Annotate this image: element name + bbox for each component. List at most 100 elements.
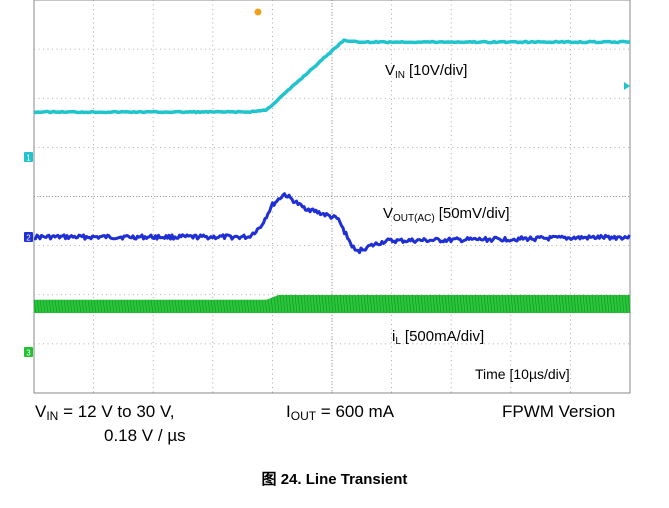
il-ripple-line bbox=[225, 299, 229, 314]
il-ripple-line bbox=[285, 294, 289, 314]
il-ripple-line bbox=[474, 294, 478, 314]
il-ripple-line bbox=[303, 294, 307, 314]
il-ripple-line bbox=[354, 294, 358, 314]
il-ripple-line bbox=[570, 294, 574, 314]
il-ripple-line bbox=[300, 294, 304, 314]
il-label-sub: L bbox=[395, 336, 401, 347]
il-ripple-line bbox=[384, 294, 388, 314]
vin-label-main: V bbox=[385, 62, 395, 79]
vin-caption-sub: IN bbox=[46, 409, 59, 423]
il-ripple-line bbox=[216, 299, 220, 314]
il-ripple-line bbox=[252, 299, 256, 314]
il-ripple-line bbox=[171, 299, 175, 314]
il-ripple-line bbox=[594, 294, 598, 314]
il-ripple-line bbox=[495, 294, 499, 314]
channel-1-marker: 1 bbox=[24, 152, 33, 163]
il-ripple-line bbox=[267, 299, 271, 314]
il-ripple-line bbox=[276, 295, 280, 314]
il-ripple-line bbox=[552, 294, 556, 314]
il-ripple-line bbox=[219, 299, 223, 314]
il-ripple-line bbox=[177, 299, 181, 314]
il-ripple-line bbox=[294, 294, 298, 314]
il-ripple-line bbox=[138, 299, 142, 314]
il-ripple-line bbox=[393, 294, 397, 314]
il-ripple-line bbox=[612, 294, 616, 314]
il-ripple-line bbox=[126, 299, 130, 314]
il-ripple-line bbox=[444, 294, 448, 314]
il-ripple-line bbox=[615, 294, 619, 314]
il-ripple-line bbox=[246, 299, 250, 314]
il-ripple-line bbox=[603, 294, 607, 314]
il-ripple-line bbox=[78, 299, 82, 314]
il-ripple-line bbox=[423, 294, 427, 314]
il-ripple-line bbox=[84, 299, 88, 314]
channel-2-marker-text: 2 bbox=[26, 234, 31, 243]
il-ripple-line bbox=[468, 294, 472, 314]
il-ripple-line bbox=[405, 294, 409, 314]
il-ripple-line bbox=[48, 299, 52, 314]
iout-caption-main: I bbox=[286, 402, 291, 421]
il-ripple-line bbox=[459, 294, 463, 314]
il-ripple-line bbox=[519, 294, 523, 314]
il-ripple-line bbox=[606, 294, 610, 314]
il-ripple-line bbox=[201, 299, 205, 314]
il-ripple-line bbox=[273, 296, 277, 314]
il-ripple-line bbox=[249, 299, 253, 314]
il-ripple-line bbox=[36, 299, 40, 314]
il-ripple-line bbox=[120, 299, 124, 314]
il-ripple-line bbox=[108, 299, 112, 314]
il-ripple-line bbox=[234, 299, 238, 314]
vin-trace-label: VIN [10V/div] bbox=[385, 62, 467, 81]
il-ripple-line bbox=[543, 294, 547, 314]
vin-condition-caption: VIN = 12 V to 30 V, bbox=[35, 402, 174, 422]
il-ripple-line bbox=[237, 299, 241, 314]
il-ripple-line bbox=[483, 294, 487, 314]
il-ripple-line bbox=[486, 294, 490, 314]
il-ripple-line bbox=[624, 294, 628, 314]
il-ripple-line bbox=[489, 294, 493, 314]
il-ripple-line bbox=[54, 299, 58, 314]
il-ripple-line bbox=[204, 299, 208, 314]
il-ripple-line bbox=[69, 299, 73, 314]
trigger-position-marker bbox=[254, 8, 262, 16]
il-ripple-line bbox=[501, 294, 505, 314]
il-ripple-line bbox=[345, 294, 349, 314]
oscilloscope-plot: 123 VIN [10V/div] VOUT(AC) [50mV/div] iL [5… bbox=[24, 0, 631, 394]
il-ripple-line bbox=[327, 294, 331, 314]
il-ripple-line bbox=[396, 294, 400, 314]
il-ripple-line bbox=[585, 294, 589, 314]
il-ripple-line bbox=[144, 299, 148, 314]
il-label-scale: [500mA/div] bbox=[405, 328, 484, 345]
il-ripple-line bbox=[168, 299, 172, 314]
il-ripple-line bbox=[60, 299, 64, 314]
il-ripple-line bbox=[96, 299, 100, 314]
il-ripple-line bbox=[375, 294, 379, 314]
il-ripple-line bbox=[504, 294, 508, 314]
il-ripple-line bbox=[198, 299, 202, 314]
il-ripple-line bbox=[81, 299, 85, 314]
il-ripple-line bbox=[111, 299, 115, 314]
il-ripple-line bbox=[369, 294, 373, 314]
il-ripple-line bbox=[315, 294, 319, 314]
il-ripple-line bbox=[363, 294, 367, 314]
il-ripple-line bbox=[102, 299, 106, 314]
il-ripple-line bbox=[513, 294, 517, 314]
il-ripple-line bbox=[153, 299, 157, 314]
il-ripple-line bbox=[159, 299, 163, 314]
il-ripple-line bbox=[381, 294, 385, 314]
vin-trace bbox=[33, 38, 631, 115]
il-ripple-line bbox=[555, 294, 559, 314]
il-ripple-line bbox=[75, 299, 79, 314]
il-ripple-line bbox=[264, 299, 268, 314]
il-ripple-line bbox=[492, 294, 496, 314]
il-ripple-line bbox=[618, 294, 622, 314]
il-ripple-line bbox=[240, 299, 244, 314]
il-ripple-line bbox=[408, 294, 412, 314]
il-ripple-line bbox=[465, 294, 469, 314]
il-ripple-line bbox=[573, 294, 577, 314]
il-ripple-line bbox=[399, 294, 403, 314]
il-ripple-line bbox=[588, 294, 592, 314]
il-ripple-line bbox=[528, 294, 532, 314]
il-ripple-line bbox=[288, 294, 292, 314]
il-ripple-line bbox=[183, 299, 187, 314]
